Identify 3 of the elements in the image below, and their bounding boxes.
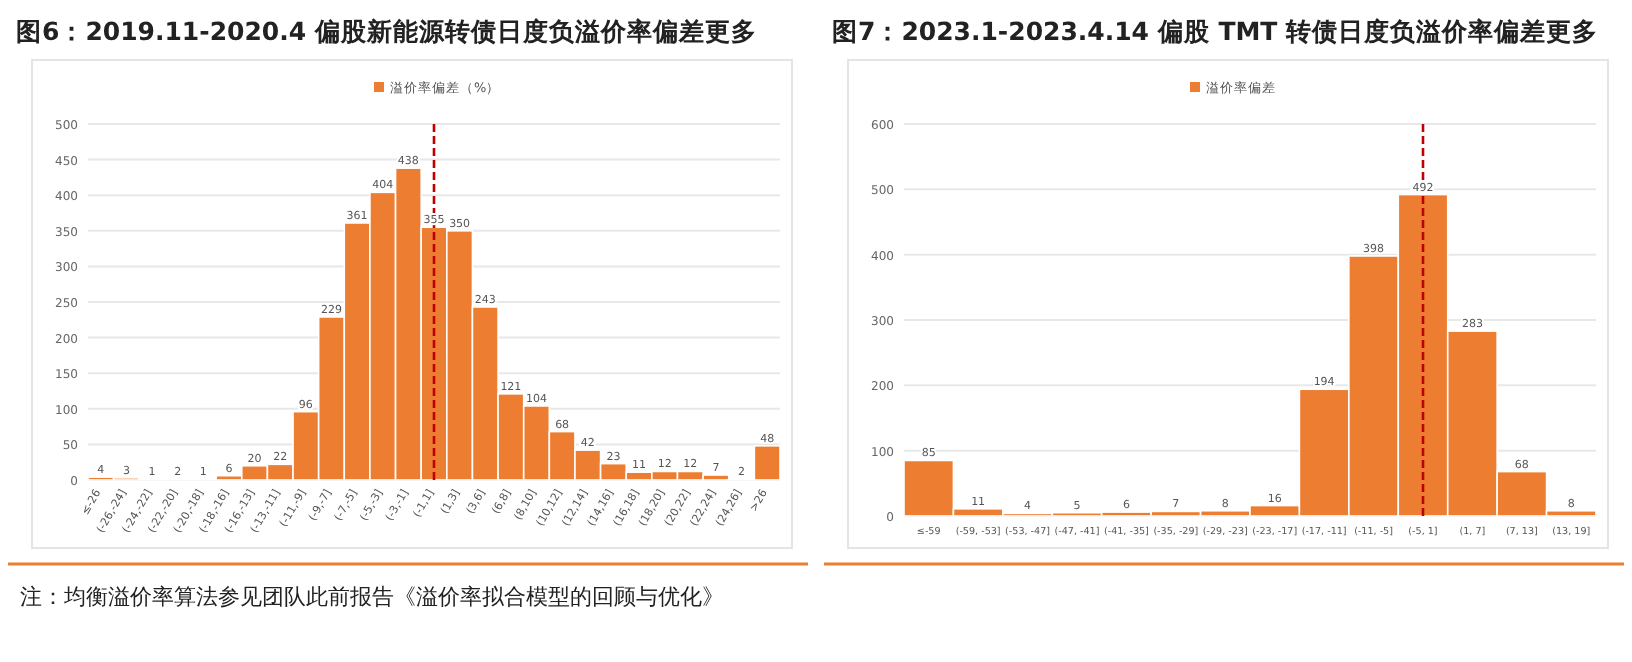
- chart-title: 图6：2019.11-2020.4 偏股新能源转债日度负溢价率偏差更多: [16, 16, 757, 46]
- chart-title: 图7：2023.1-2023.4.14 偏股 TMT 转债日度负溢价率偏差更多: [832, 16, 1599, 46]
- text: 注：均衡溢价率算法参见团队此前报告《溢价率拟合模型的回顾与优化》: [20, 584, 724, 610]
